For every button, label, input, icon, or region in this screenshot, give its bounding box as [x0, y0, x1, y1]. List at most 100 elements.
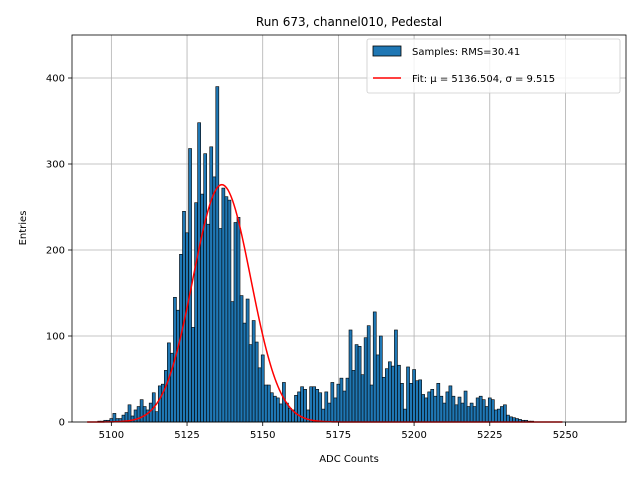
histogram-bar [469, 402, 474, 423]
legend-swatch-samples [372, 45, 402, 57]
histogram-bar [494, 409, 498, 423]
histogram-bar [503, 404, 507, 423]
histogram-bar [185, 232, 189, 423]
histogram-bar [406, 366, 410, 423]
x-tick-label: 5125 [174, 430, 199, 441]
histogram-bar [342, 390, 347, 423]
histogram-bar [130, 415, 135, 423]
histogram-bar [500, 406, 504, 423]
histogram-bar [312, 386, 316, 423]
y-tick-label: 0 [59, 418, 65, 429]
histogram-bar [221, 187, 226, 423]
histogram-bar [157, 385, 162, 423]
histogram-bar [273, 395, 277, 423]
histogram-bar [263, 384, 268, 423]
x-tick-label: 5100 [99, 430, 124, 441]
histogram-bar [164, 370, 168, 423]
legend-label-samples: Samples: RMS=30.41 [412, 47, 520, 58]
histogram-bar [245, 298, 250, 423]
histogram-bar [418, 379, 422, 423]
histogram-bar [136, 406, 141, 423]
histogram-bar [191, 327, 195, 423]
histogram-bar [457, 396, 462, 423]
histogram-bar [372, 311, 377, 423]
histogram-bar [442, 402, 447, 423]
histogram-bar [360, 374, 365, 423]
histogram-bar [421, 394, 425, 423]
histogram-bar [412, 369, 416, 423]
y-axis-ticks: 0 100 200 300 400 [46, 74, 72, 429]
histogram-bar [354, 344, 359, 423]
histogram-bar [460, 402, 465, 423]
histogram-bar [363, 337, 368, 423]
histogram-bar [391, 365, 395, 423]
histogram-bar [309, 386, 313, 423]
legend-label-fit: Fit: μ = 5136.504, σ = 9.515 [412, 74, 555, 85]
histogram-bar [294, 395, 298, 423]
histogram-bar [451, 395, 456, 423]
histogram-bar [330, 382, 335, 423]
histogram-bar [197, 122, 201, 423]
histogram-bar [369, 384, 374, 423]
histogram-bar [318, 392, 323, 423]
x-axis-label: ADC Counts [319, 454, 379, 465]
chart-title: Run 673, channel010, Pedestal [256, 15, 442, 29]
histogram-bar [269, 392, 274, 423]
histogram-bar [297, 391, 301, 423]
histogram-bar [206, 223, 211, 423]
histogram-bar [154, 411, 159, 423]
histogram-bar [288, 407, 292, 423]
histogram-bar [385, 368, 389, 423]
histogram-bar [218, 228, 223, 423]
histogram-bar [227, 199, 232, 423]
histogram-bar [484, 406, 489, 423]
histogram-bar [415, 380, 419, 423]
y-tick-label: 400 [46, 74, 65, 85]
histogram-bar [257, 367, 262, 423]
histogram-bar [394, 329, 398, 423]
histogram-bar [424, 397, 429, 423]
histogram-bar [345, 377, 350, 423]
histogram-bar [454, 404, 459, 423]
histogram-bar [230, 301, 235, 423]
histogram-bar [436, 382, 441, 423]
histogram-bar [478, 395, 483, 423]
histogram-bar [339, 377, 344, 423]
histogram-bar [254, 341, 259, 423]
histogram-bar [127, 404, 132, 423]
histogram-bar [209, 146, 214, 423]
plot-frame [71, 34, 627, 423]
histogram-bar [194, 202, 198, 423]
histogram-bar [279, 403, 283, 423]
histogram-bar [409, 382, 413, 423]
histogram-bar [203, 153, 208, 423]
histogram-bar [439, 395, 444, 423]
histogram-bar [497, 408, 501, 423]
histogram-bar [487, 397, 492, 423]
y-tick-label: 100 [46, 332, 65, 343]
histogram-bar [321, 408, 326, 423]
histogram-bar [509, 416, 513, 423]
histogram-bar [333, 397, 338, 423]
histogram-bar [388, 361, 392, 423]
histogram-bar [445, 391, 450, 423]
histogram-bar [400, 382, 404, 423]
y-axis-label: Entries [18, 211, 29, 246]
histogram-bar [303, 389, 307, 423]
histogram-bar [224, 196, 229, 423]
histogram-bar [327, 402, 332, 423]
histogram-bar [112, 413, 117, 423]
histogram-bar [382, 376, 386, 423]
histogram-bar [324, 391, 329, 423]
histogram-bar [448, 385, 453, 423]
histogram-bar [430, 389, 435, 423]
histogram-bar [239, 295, 244, 423]
histogram-bar [242, 322, 247, 423]
histogram-bar [506, 414, 510, 423]
histogram-bar [139, 399, 144, 423]
x-tick-label: 5175 [326, 430, 351, 441]
histogram-bar [378, 335, 383, 423]
histogram-bar [215, 86, 220, 423]
histogram-bar [375, 354, 380, 423]
histogram-bar [463, 390, 468, 423]
